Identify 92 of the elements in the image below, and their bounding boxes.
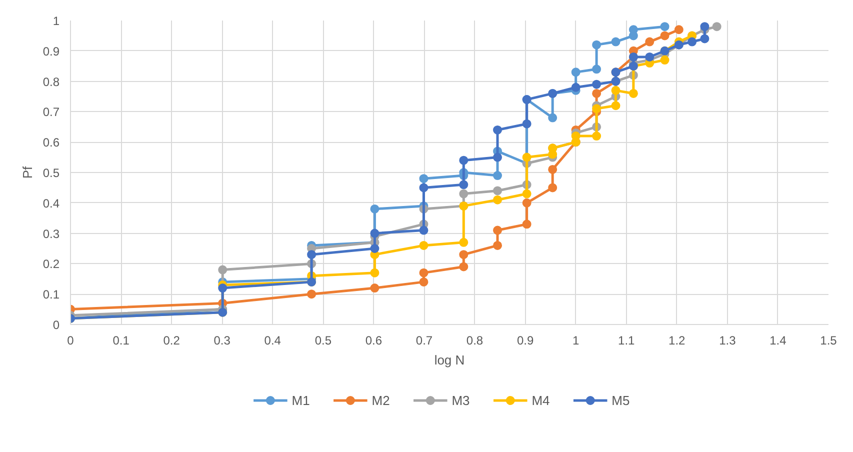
point	[419, 240, 428, 250]
point	[592, 104, 602, 114]
x-tick-label: 0	[67, 334, 74, 348]
point	[419, 174, 428, 184]
point	[218, 265, 228, 274]
x-tick-label: 0.7	[416, 334, 433, 348]
legend-label: M1	[292, 393, 310, 408]
x-tick-label: 0.2	[163, 334, 180, 348]
point	[419, 183, 428, 192]
x-tick-label: 0.8	[466, 334, 484, 348]
point	[370, 244, 380, 253]
point	[370, 204, 380, 214]
y-tick-label: 0.5	[42, 166, 60, 180]
point	[218, 284, 228, 293]
point	[571, 82, 580, 92]
point	[645, 52, 654, 62]
point	[548, 164, 558, 174]
legend-label: M5	[612, 393, 630, 408]
point	[493, 152, 502, 162]
legend-label: M4	[532, 393, 550, 408]
x-tick-label: 1	[572, 334, 580, 348]
point	[493, 240, 502, 250]
x-tick-label: 1.4	[770, 334, 787, 348]
point	[493, 171, 502, 180]
y-axis-title: Pf	[20, 166, 35, 179]
point	[611, 101, 620, 110]
point	[611, 37, 620, 46]
y-tick-label: 0.3	[42, 226, 60, 241]
point	[674, 25, 684, 34]
point	[522, 220, 532, 229]
y-tick-label: 0.9	[42, 44, 60, 58]
y-tick-label: 0.2	[42, 257, 60, 272]
x-tick-label: 1.3	[719, 334, 736, 348]
y-tick-label: 0.6	[42, 136, 60, 150]
point	[522, 189, 532, 198]
point	[522, 198, 532, 208]
point	[712, 22, 722, 32]
legend-label: M2	[372, 393, 390, 408]
y-tick-label: 0.7	[42, 105, 60, 120]
point	[493, 186, 502, 196]
point	[419, 268, 428, 278]
point	[493, 125, 502, 134]
point	[688, 37, 697, 46]
point	[592, 40, 602, 50]
point	[611, 86, 620, 95]
point	[571, 68, 580, 77]
point	[419, 226, 428, 235]
point	[370, 284, 380, 293]
legend-label: M3	[452, 393, 470, 408]
point	[419, 277, 428, 286]
point	[370, 268, 380, 278]
y-tick-label: 0.8	[42, 74, 60, 89]
point	[592, 80, 602, 89]
point	[459, 156, 468, 165]
point	[700, 34, 710, 44]
y-tick-label: 0.4	[42, 196, 60, 210]
x-axis-title: log N	[434, 352, 465, 368]
y-tick-label: 0.1	[42, 288, 60, 302]
point	[628, 88, 638, 98]
x-tick-label: 0.9	[516, 334, 534, 348]
x-tick-label: 1.5	[820, 334, 838, 348]
point	[459, 189, 468, 198]
point	[592, 88, 602, 98]
x-tick-label: 0.4	[264, 334, 282, 348]
point	[592, 132, 602, 141]
x-tick-label: 1.1	[618, 334, 636, 348]
point	[548, 183, 558, 192]
point	[660, 56, 670, 65]
point	[522, 152, 532, 162]
point	[493, 195, 502, 204]
y-tick-label: 1	[52, 14, 60, 28]
x-tick-label: 0.5	[314, 334, 332, 348]
point	[459, 180, 468, 190]
point	[645, 37, 654, 46]
point	[660, 22, 670, 32]
point	[459, 250, 468, 260]
point	[459, 262, 468, 272]
point	[522, 119, 532, 128]
point	[592, 64, 602, 74]
x-tick-label: 0.1	[112, 334, 130, 348]
x-tick-label: 0.3	[214, 334, 231, 348]
point	[459, 238, 468, 247]
point	[548, 113, 558, 122]
x-tick-label: 0.6	[365, 334, 382, 348]
x-tick-label: 1.2	[668, 334, 686, 348]
point	[307, 290, 316, 299]
point	[493, 226, 502, 235]
point	[660, 31, 670, 40]
y-tick-label: 0	[52, 318, 60, 332]
point	[307, 250, 316, 260]
point	[370, 228, 380, 238]
point	[700, 22, 710, 32]
